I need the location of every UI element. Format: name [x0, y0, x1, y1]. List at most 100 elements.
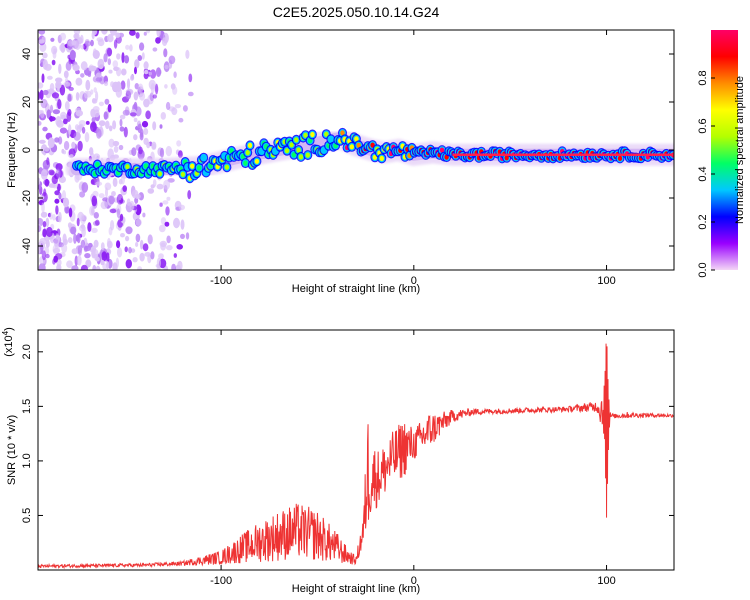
x-tick-label: 0 — [411, 575, 417, 587]
noise-blob — [45, 239, 50, 248]
noise-blob — [91, 116, 96, 123]
y-tick-label: 1.5 — [21, 399, 33, 414]
noise-blob — [158, 224, 166, 233]
noise-blob — [120, 80, 126, 90]
noise-blob — [74, 40, 81, 50]
noise-blob — [56, 264, 62, 270]
noise-blob — [73, 233, 77, 244]
snr-panel: -100 0 100 0.5 1.0 1.5 2.0 Height of straight … — [1, 327, 675, 595]
noise-blob — [133, 117, 138, 123]
noise-blob — [75, 77, 83, 86]
noise-blob — [52, 109, 61, 115]
noise-blob — [98, 101, 104, 107]
noise-blob — [149, 69, 157, 79]
noise-blob — [142, 243, 149, 252]
noise-blob — [163, 179, 171, 190]
colorbar: 0.0 0.2 0.4 0.6 0.8 Normalized spectral ampl… — [697, 30, 746, 278]
noise-blob — [58, 211, 62, 223]
noise-blob — [134, 83, 139, 90]
noise-blob — [107, 58, 112, 66]
noise-blob — [124, 246, 128, 253]
ridge-blob-core — [354, 136, 359, 142]
noise-blob — [70, 226, 77, 235]
noise-blob — [43, 188, 47, 197]
snr-ticks: -100 0 100 0.5 1.0 1.5 2.0 — [21, 330, 674, 587]
ridge-blob-core — [243, 160, 248, 166]
noise-blob — [42, 221, 47, 228]
noise-blob — [156, 257, 161, 269]
noise-blob — [50, 37, 55, 42]
noise-blob — [108, 226, 113, 236]
noise-blob — [46, 157, 50, 166]
noise-blob — [39, 89, 44, 100]
noise-blob — [38, 139, 46, 144]
ridge-blob-core — [273, 148, 278, 154]
noise-blob — [76, 232, 81, 244]
noise-blob — [73, 131, 81, 141]
noise-blob — [178, 204, 185, 211]
spectrogram-ticks: -100 0 100 -40 -20 0 20 40 — [21, 30, 674, 287]
noise-blob — [159, 202, 163, 207]
snr-x-label: Height of straight line (km) — [292, 583, 420, 595]
noise-blob — [116, 240, 121, 249]
noise-blob — [69, 154, 74, 159]
noise-blob — [91, 227, 98, 233]
noise-blob — [55, 163, 63, 171]
y-tick-label: 0 — [21, 147, 33, 153]
noise-blob — [163, 48, 168, 58]
noise-blob — [168, 55, 176, 65]
noise-blob — [118, 144, 124, 151]
noise-blob — [51, 175, 58, 185]
noise-blob — [40, 110, 45, 119]
noise-blob — [38, 185, 41, 190]
noise-blob — [57, 99, 62, 110]
noise-blob — [38, 225, 41, 232]
spectrogram-x-label: Height of straight line (km) — [292, 283, 420, 295]
chart-title: C2E5.2025.050.10.14.G24 — [273, 4, 440, 20]
noise-blob — [106, 47, 113, 57]
noise-blob — [122, 185, 127, 193]
noise-blob — [116, 53, 121, 60]
noise-blob — [115, 32, 121, 38]
noise-blob — [151, 143, 157, 150]
noise-blob — [119, 114, 126, 120]
y-tick-label: 0.5 — [21, 508, 33, 523]
noise-blob — [91, 98, 96, 104]
noise-blob — [58, 63, 62, 74]
y-tick-label: -20 — [21, 190, 33, 206]
noise-blob — [100, 201, 108, 210]
noise-blob — [67, 108, 72, 117]
noise-blob — [144, 252, 151, 257]
noise-blob — [69, 49, 76, 61]
noise-blob — [81, 215, 87, 221]
noise-blob — [40, 98, 48, 109]
noise-blob — [45, 217, 50, 228]
ridge-blob-core — [504, 155, 509, 161]
noise-blob — [141, 120, 149, 128]
noise-blob — [95, 181, 103, 186]
y-tick-label: 40 — [21, 48, 33, 60]
colorbar-label: Normalized spectral amplitude — [734, 76, 746, 224]
noise-blob — [93, 239, 99, 248]
noise-blob — [54, 190, 61, 196]
noise-blob — [126, 78, 131, 90]
y-tick-label: 2.0 — [21, 344, 33, 359]
noise-blob — [68, 207, 73, 218]
noise-blob — [54, 198, 60, 204]
noise-blob — [65, 205, 69, 214]
noise-blob — [131, 147, 137, 157]
noise-blob — [134, 193, 141, 200]
noise-blob — [108, 195, 115, 205]
noise-blob — [96, 128, 102, 139]
colorbar-tick-label: 0.4 — [697, 166, 709, 181]
noise-blob — [107, 103, 112, 113]
noise-blob — [187, 190, 192, 200]
noise-blob — [112, 120, 117, 130]
noise-blob — [160, 112, 166, 120]
noise-blob — [38, 121, 42, 126]
noise-blob — [174, 104, 182, 109]
ridge-blob-core — [356, 142, 361, 148]
noise-blob — [178, 117, 184, 123]
noise-blob — [93, 212, 100, 219]
ridge-blob-core — [291, 152, 297, 158]
